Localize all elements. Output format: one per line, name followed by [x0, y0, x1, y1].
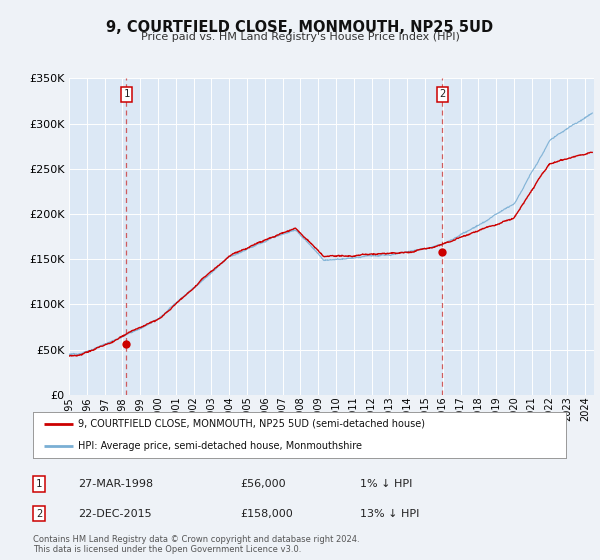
- Text: 1: 1: [36, 479, 42, 489]
- Text: Contains HM Land Registry data © Crown copyright and database right 2024.: Contains HM Land Registry data © Crown c…: [33, 535, 359, 544]
- Text: HPI: Average price, semi-detached house, Monmouthshire: HPI: Average price, semi-detached house,…: [78, 441, 362, 451]
- Text: 27-MAR-1998: 27-MAR-1998: [78, 479, 153, 489]
- Text: This data is licensed under the Open Government Licence v3.0.: This data is licensed under the Open Gov…: [33, 545, 301, 554]
- Text: 13% ↓ HPI: 13% ↓ HPI: [360, 508, 419, 519]
- Text: 9, COURTFIELD CLOSE, MONMOUTH, NP25 5UD (semi-detached house): 9, COURTFIELD CLOSE, MONMOUTH, NP25 5UD …: [78, 418, 425, 428]
- Text: 2: 2: [439, 89, 445, 99]
- Text: 22-DEC-2015: 22-DEC-2015: [78, 508, 152, 519]
- Text: 2: 2: [36, 508, 42, 519]
- Text: £158,000: £158,000: [240, 508, 293, 519]
- Text: 1: 1: [124, 89, 130, 99]
- Text: 1% ↓ HPI: 1% ↓ HPI: [360, 479, 412, 489]
- Text: Price paid vs. HM Land Registry's House Price Index (HPI): Price paid vs. HM Land Registry's House …: [140, 32, 460, 42]
- Text: £56,000: £56,000: [240, 479, 286, 489]
- Text: 9, COURTFIELD CLOSE, MONMOUTH, NP25 5UD: 9, COURTFIELD CLOSE, MONMOUTH, NP25 5UD: [106, 20, 494, 35]
